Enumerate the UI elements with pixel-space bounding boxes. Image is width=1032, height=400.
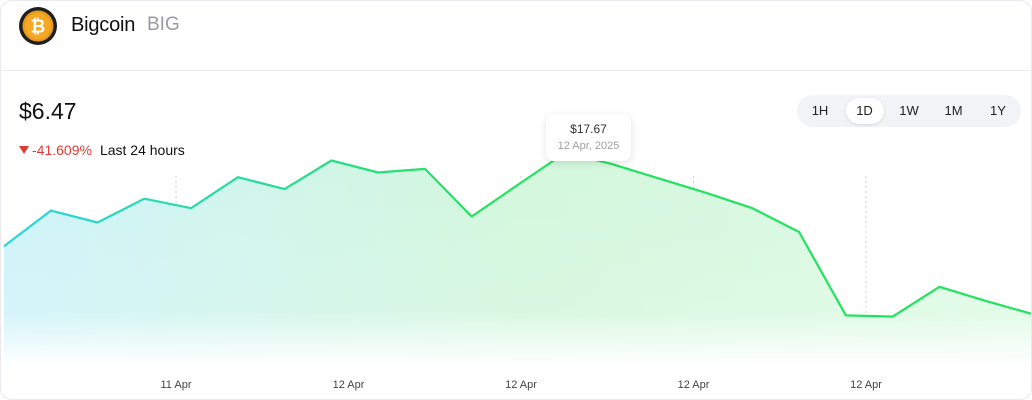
x-tick-label: 12 Apr: [678, 379, 710, 391]
time-range-selector: 1H 1D 1W 1M 1Y: [797, 95, 1021, 127]
data-point[interactable]: [889, 313, 897, 321]
data-point[interactable]: [655, 174, 663, 182]
current-price: $6.47: [19, 98, 77, 124]
coin-name: Bigcoin: [71, 14, 136, 36]
x-tick-label: 12 Apr: [333, 379, 365, 391]
range-button-1d[interactable]: 1D: [845, 98, 884, 124]
x-tick-label: 12 Apr: [850, 379, 882, 391]
data-point[interactable]: [795, 228, 803, 236]
data-point[interactable]: [515, 180, 523, 188]
data-point[interactable]: [936, 283, 944, 291]
data-point[interactable]: [281, 185, 289, 193]
price-tooltip: $17.67 12 Apr, 2025: [546, 114, 631, 161]
data-point[interactable]: [234, 173, 242, 181]
data-point[interactable]: [608, 160, 616, 168]
range-button-1y[interactable]: 1Y: [990, 103, 1006, 118]
data-point[interactable]: [702, 189, 710, 197]
data-point[interactable]: [94, 219, 102, 227]
tooltip-price: $17.67: [570, 122, 607, 136]
range-button-1w[interactable]: 1W: [899, 103, 919, 118]
price-line: [3, 151, 1031, 318]
data-point[interactable]: [982, 297, 990, 305]
data-point[interactable]: [374, 169, 382, 177]
range-button-1m[interactable]: 1M: [944, 103, 963, 118]
coin-ticker: BIG: [147, 14, 180, 35]
range-button-1h[interactable]: 1H: [811, 103, 829, 118]
x-tick-label: 12 Apr: [505, 379, 537, 391]
data-point[interactable]: [47, 207, 55, 215]
svg-text:₿: ₿: [31, 17, 46, 37]
tooltip-date: 12 Apr, 2025: [557, 140, 620, 152]
data-point[interactable]: [327, 157, 335, 165]
data-point[interactable]: [842, 311, 850, 319]
coin-header: ₿ Bigcoin BIG: [1, 1, 1031, 71]
data-point[interactable]: [748, 204, 756, 212]
data-point[interactable]: [421, 165, 429, 173]
data-point[interactable]: [140, 195, 148, 203]
data-point[interactable]: [468, 213, 476, 221]
x-tick-label: 11 Apr: [161, 379, 192, 391]
down-triangle-icon: [19, 146, 29, 154]
data-point[interactable]: [187, 204, 195, 212]
bitcoin-coin-icon: ₿: [19, 7, 57, 45]
